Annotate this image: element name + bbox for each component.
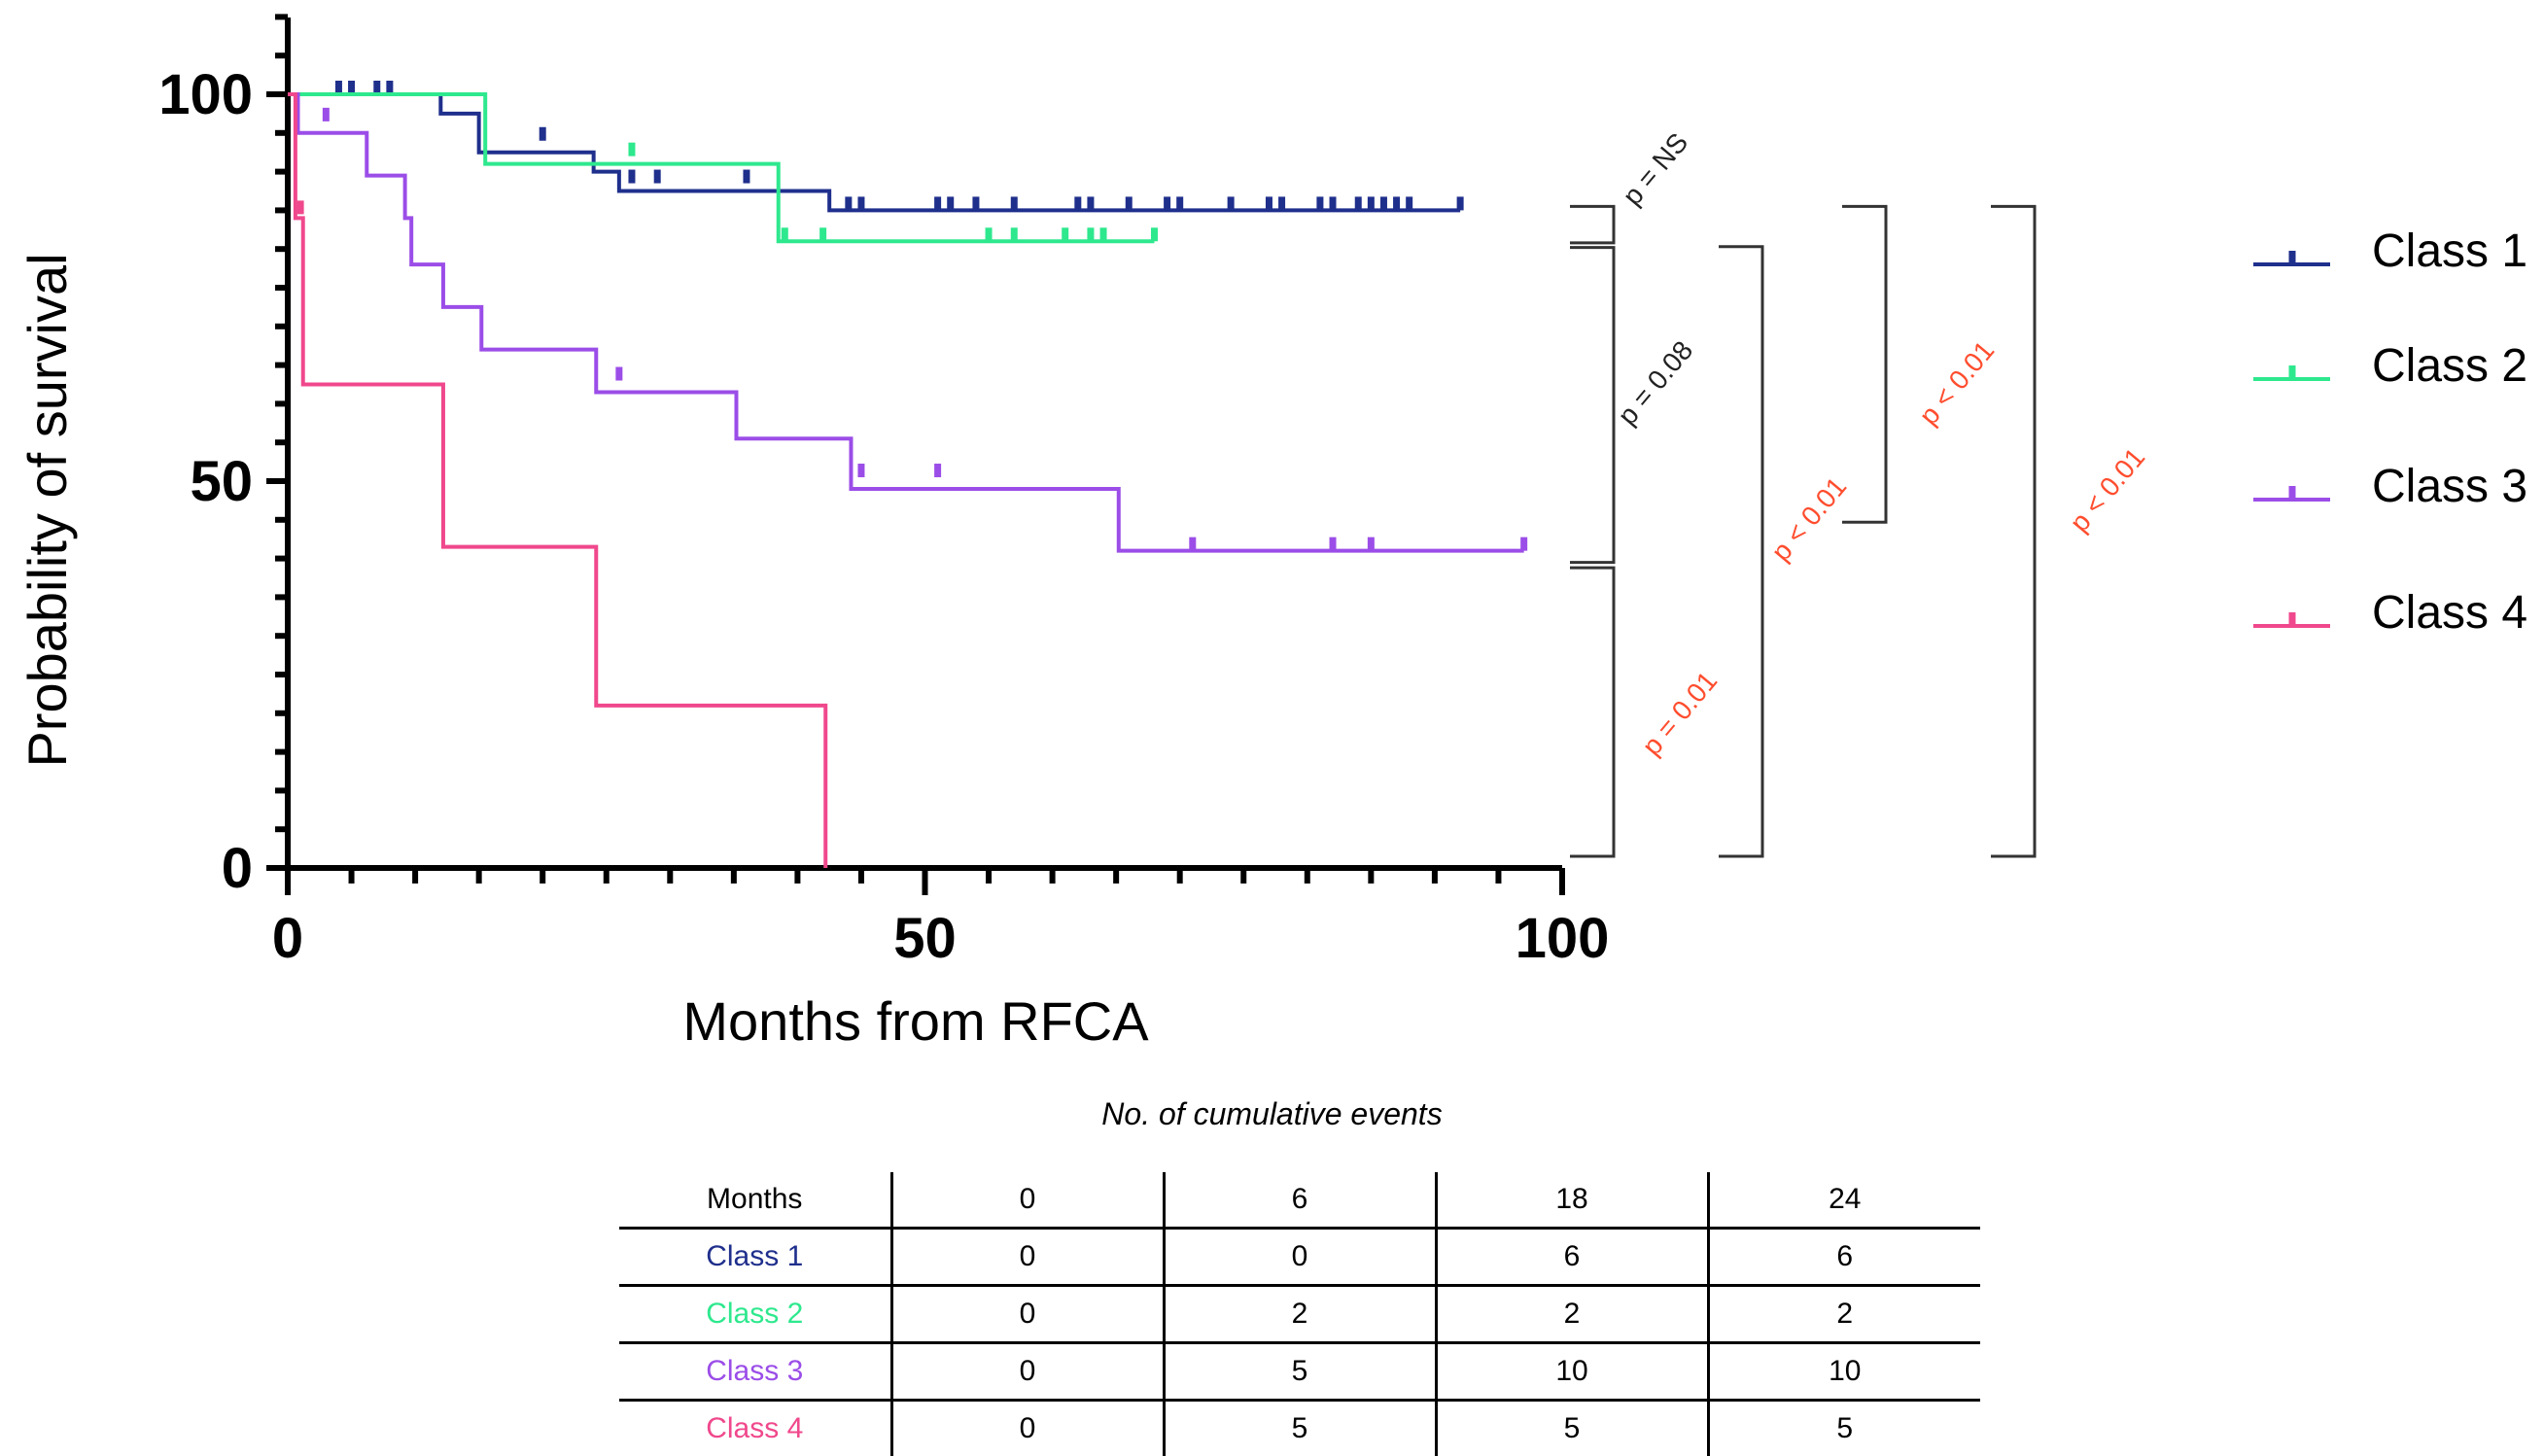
table-row: Class 4 0 5 5 5 [619, 1401, 1980, 1456]
table-cell: 5 [1708, 1401, 1980, 1456]
table-row: Class 3 0 5 10 10 [619, 1343, 1980, 1401]
table-cell: 10 [1436, 1343, 1708, 1401]
x-axis-title: Months from RFCA [682, 990, 1149, 1052]
series-2 [288, 94, 1154, 241]
p-value-label: p = 0.01 [1636, 666, 1723, 761]
axes: 0 50 100 0 50 100 [158, 0, 1609, 970]
table-row-label: Class 2 [619, 1286, 891, 1343]
table-row-label: Class 4 [619, 1401, 891, 1456]
table-cell: 0 [891, 1229, 1164, 1286]
comparison-bracket: p = NS [1570, 127, 1693, 243]
comparison-bracket: p < 0.01 [1991, 206, 2150, 856]
legend: Class 1 Class 2 Class 3 Class 4 [2253, 225, 2527, 639]
legend-label: Class 4 [2372, 587, 2527, 639]
legend-label: Class 1 [2372, 225, 2527, 277]
table-header-cell: 0 [891, 1172, 1164, 1229]
table-header-cell: 18 [1436, 1172, 1708, 1229]
table-cell: 6 [1436, 1229, 1708, 1286]
table-cell: 5 [1436, 1401, 1708, 1456]
table-header-cell: Months [619, 1172, 891, 1229]
table-cell: 0 [891, 1343, 1164, 1401]
p-value-label: p < 0.01 [1913, 335, 2000, 431]
legend-item: Class 2 [2253, 340, 2527, 392]
bracket-line [1842, 206, 1886, 522]
bracket-line [1570, 248, 1614, 563]
series-3 [288, 94, 1524, 551]
x-tick-label: 100 [1516, 907, 1610, 970]
table-cell: 0 [1164, 1229, 1436, 1286]
legend-item: Class 4 [2253, 587, 2527, 639]
table-cell: 0 [891, 1401, 1164, 1456]
x-tick-label: 50 [893, 907, 957, 970]
events-table: Months 0 6 18 24 Class 1 0 0 6 6 Class 2… [619, 1172, 1980, 1456]
y-tick-label: 50 [190, 450, 253, 513]
bracket-line [1991, 206, 2035, 856]
p-value-label: p = 0.08 [1612, 335, 1698, 431]
survival-curve [288, 94, 1524, 551]
table-row-label: Class 1 [619, 1229, 891, 1286]
table-cell: 6 [1708, 1229, 1980, 1286]
comparison-brackets: p = NS p = 0.08 p = 0.01 p < 0.01 p < 0.01 p … [1570, 127, 2150, 856]
legend-item: Class 3 [2253, 461, 2527, 512]
table-caption: No. of cumulative events [0, 1096, 2544, 1132]
series-1 [288, 81, 1460, 210]
survival-curve [288, 94, 825, 868]
comparison-bracket: p < 0.01 [1719, 247, 1852, 856]
comparison-bracket: p < 0.01 [1842, 206, 2000, 522]
y-axis-title: Probability of survival [17, 253, 78, 767]
series-layer [288, 81, 1524, 868]
y-tick-label: 100 [158, 63, 253, 126]
table-cell: 5 [1164, 1401, 1436, 1456]
survival-curve [288, 94, 1460, 210]
series-4 [288, 94, 825, 868]
table-cell: 2 [1436, 1286, 1708, 1343]
bracket-line [1570, 206, 1614, 242]
table-header-cell: 6 [1164, 1172, 1436, 1229]
comparison-bracket: p = 0.01 [1570, 568, 1723, 856]
legend-label: Class 3 [2372, 461, 2527, 512]
table-row: Class 1 0 0 6 6 [619, 1229, 1980, 1286]
table-cell: 0 [891, 1286, 1164, 1343]
bracket-line [1719, 247, 1762, 856]
p-value-label: p < 0.01 [2064, 442, 2150, 537]
table-header-row: Months 0 6 18 24 [619, 1172, 1980, 1229]
comparison-bracket: p = 0.08 [1570, 248, 1698, 563]
legend-item: Class 1 [2253, 225, 2527, 277]
table-row: Class 2 0 2 2 2 [619, 1286, 1980, 1343]
legend-label: Class 2 [2372, 340, 2527, 392]
table-cell: 5 [1164, 1343, 1436, 1401]
bracket-line [1570, 568, 1614, 856]
survival-curve [288, 94, 1154, 241]
p-value-label: p = NS [1617, 127, 1693, 211]
table-header-cell: 24 [1708, 1172, 1980, 1229]
table-row-label: Class 3 [619, 1343, 891, 1401]
x-tick-label: 0 [272, 907, 303, 970]
table-cell: 10 [1708, 1343, 1980, 1401]
table-cell: 2 [1708, 1286, 1980, 1343]
p-value-label: p < 0.01 [1765, 471, 1852, 567]
y-tick-label: 0 [222, 837, 253, 900]
table-cell: 2 [1164, 1286, 1436, 1343]
